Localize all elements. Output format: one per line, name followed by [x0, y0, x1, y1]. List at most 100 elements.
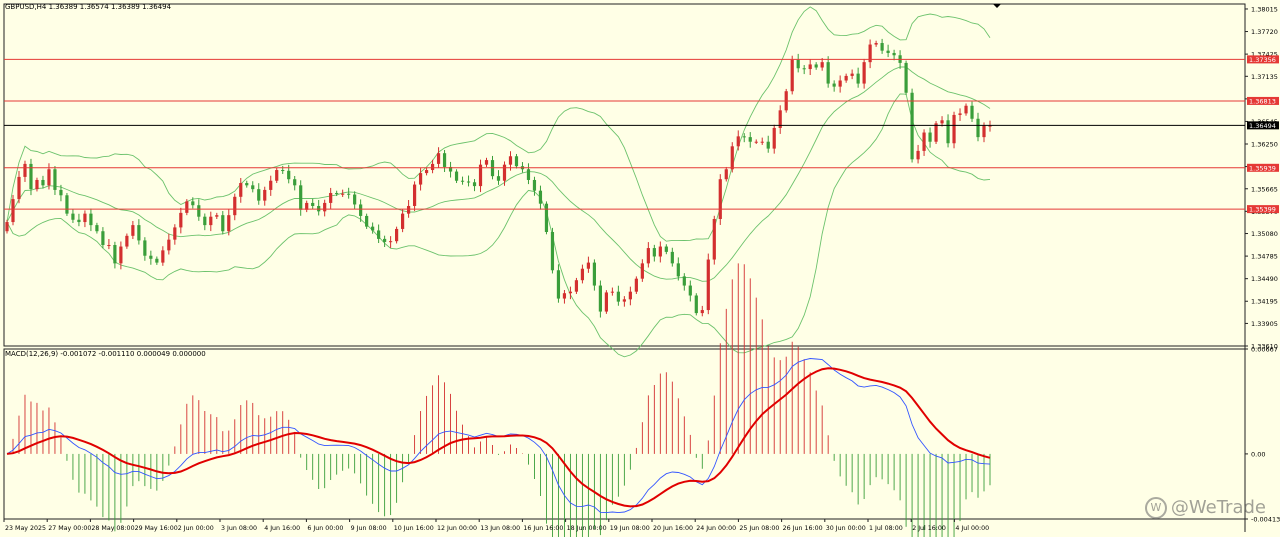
candle-body: [191, 201, 195, 206]
candle-body: [958, 113, 962, 115]
candle-body: [478, 164, 483, 187]
level-price-label: 1.35399: [1249, 206, 1276, 214]
symbol-label: GBPUSD,H4: [5, 3, 47, 11]
chart-shift-marker-icon: [993, 4, 1001, 8]
level-price-tag: [1247, 205, 1279, 214]
candle-body: [652, 248, 656, 257]
candle-body: [550, 232, 555, 271]
candle-body: [23, 163, 27, 177]
candle-body: [706, 259, 710, 311]
time-label: 30 Jun 00:00: [826, 525, 866, 532]
candle-body: [299, 185, 303, 210]
candle-body: [371, 226, 375, 231]
candle-body: [329, 192, 333, 203]
macd-signal-line: [6, 367, 991, 508]
level-price-tag: [1247, 163, 1279, 172]
candle-body: [718, 179, 722, 219]
price-y-tick-label: 1.36250: [1251, 141, 1278, 149]
candle-body: [862, 62, 866, 84]
candle-body: [167, 239, 171, 251]
candle-body: [658, 246, 662, 257]
candle-body: [844, 75, 848, 81]
candle-body: [101, 231, 105, 246]
candle-body: [305, 202, 309, 210]
candle-body: [227, 215, 231, 232]
candle-body: [113, 245, 117, 264]
candle-body: [221, 215, 225, 232]
candle-body: [982, 125, 986, 138]
candle-body: [988, 125, 992, 127]
candle-body: [287, 170, 291, 180]
candle-body: [269, 180, 273, 190]
time-label: 3 Jun 08:00: [221, 525, 257, 532]
candle-body: [814, 64, 818, 68]
level-price-label: 1.35939: [1249, 164, 1276, 172]
macd-y-tick-label: 0.00667: [1251, 346, 1278, 354]
wetrade-logo-icon: W: [1144, 497, 1167, 519]
level-price-tag: [1247, 55, 1279, 64]
candle-body: [95, 225, 99, 232]
level-price-label: 1.36813: [1249, 97, 1276, 105]
candle-body: [886, 50, 890, 53]
candle-body: [874, 43, 878, 45]
candle-body: [47, 169, 51, 186]
candle-body: [143, 240, 147, 256]
candle-body: [400, 213, 405, 229]
macd-panel-frame: [3, 348, 1246, 520]
price-y-tick-label: 1.34785: [1251, 253, 1278, 261]
candle-body: [161, 250, 165, 263]
candle-body: [383, 238, 387, 242]
candle-body: [83, 213, 87, 223]
price-y-tick-label: 1.34490: [1251, 275, 1278, 283]
candle-body: [544, 203, 549, 232]
candle-body: [17, 176, 21, 200]
candle-body: [179, 212, 183, 228]
candle-body: [412, 184, 417, 206]
candle-body: [173, 227, 177, 240]
candle-body: [598, 285, 602, 312]
candle-body: [568, 291, 573, 294]
candle-body: [838, 80, 842, 87]
price-y-tick-label: 1.35080: [1251, 230, 1278, 238]
candle-body: [155, 258, 159, 263]
ohlc-label: 1.36389 1.36574 1.36389 1.36494: [48, 3, 172, 11]
candle-body: [610, 291, 614, 293]
candle-body: [119, 246, 123, 264]
candle-body: [436, 153, 441, 164]
candle-body: [640, 263, 644, 279]
time-label: 28 May 08:00: [91, 525, 134, 532]
candle-body: [688, 285, 692, 296]
candle-body: [502, 164, 507, 181]
candle-body: [466, 181, 471, 183]
candle-body: [311, 202, 315, 206]
level-price-label: 1.37356: [1249, 56, 1276, 64]
candle-body: [766, 141, 770, 149]
candle-body: [742, 136, 746, 138]
watermark: W @WeTrade: [1144, 497, 1266, 519]
candle-body: [185, 201, 189, 213]
candle-body: [77, 219, 81, 223]
candle-body: [71, 213, 75, 220]
bollinger-lower: [6, 93, 991, 358]
candle-body: [664, 246, 668, 252]
candle-body: [634, 278, 638, 292]
candle-body: [53, 169, 57, 190]
candle-body: [682, 276, 686, 286]
candle-body: [586, 262, 591, 269]
candle-body: [574, 280, 579, 292]
candle-body: [856, 73, 860, 84]
candle-body: [149, 255, 153, 259]
candle-body: [736, 136, 740, 147]
candle-body: [233, 196, 237, 216]
candle-body: [197, 205, 201, 217]
candle-body: [442, 153, 447, 167]
candle-body: [622, 299, 626, 302]
candle-body: [125, 235, 129, 247]
candle-body: [604, 292, 608, 312]
candle-body: [35, 179, 39, 190]
candle-body: [556, 270, 561, 299]
candle-body: [976, 118, 980, 138]
candle-body: [239, 183, 243, 197]
candle-body: [748, 137, 752, 142]
